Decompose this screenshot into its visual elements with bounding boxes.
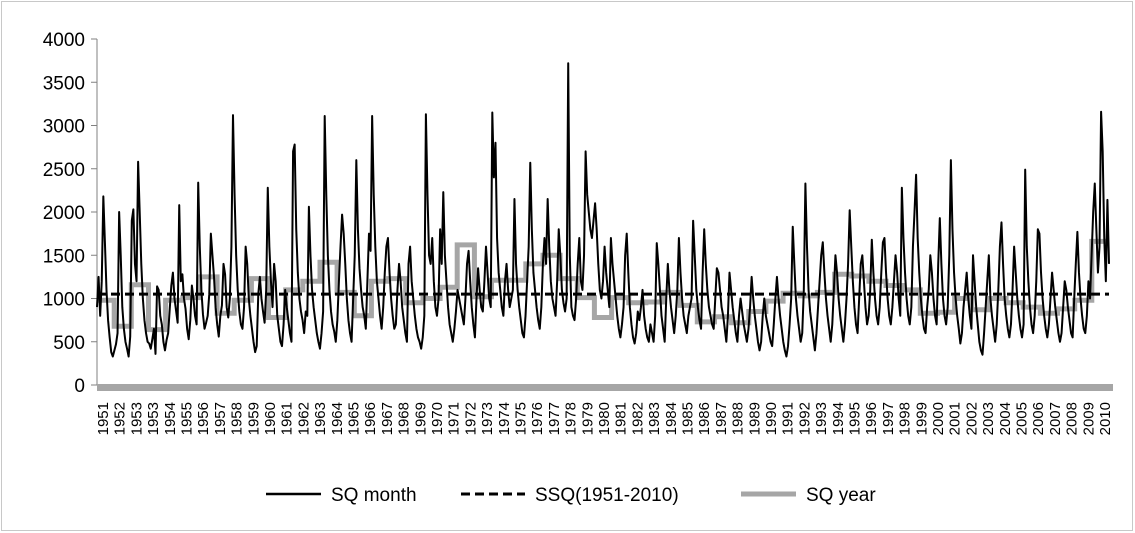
x-tick-label: 2007: [1047, 402, 1064, 435]
x-axis: 1951 1952 1953 1953 1954 1955 1956 1957 1958 1959…: [95, 384, 1114, 435]
y-tick-label: 1000: [43, 290, 85, 311]
x-tick-label: 1971: [446, 402, 463, 435]
x-tick-label: 1996: [863, 402, 880, 435]
plot-area: [96, 62, 1110, 358]
y-tick-label: 2000: [43, 203, 85, 224]
y-tick-label: 1500: [43, 246, 85, 267]
legend: SQ month SSQ(1951-2010) SQ year: [266, 485, 876, 506]
y-tick-label: 0: [74, 376, 85, 397]
x-tick-label: 1995: [847, 402, 864, 435]
x-tick-label: 1986: [696, 402, 713, 435]
x-tick-label: 1981: [613, 402, 630, 435]
y-tick-label: 2500: [43, 160, 85, 181]
x-tick-label: 1958: [229, 402, 246, 435]
x-tick-label: 1989: [746, 402, 763, 435]
x-axis-line: [97, 384, 1113, 391]
x-tick-label: 1990: [763, 402, 780, 435]
x-tick-label: 1984: [663, 402, 680, 435]
x-tick-label: 1964: [329, 402, 346, 435]
x-tick-label: 1953: [145, 402, 162, 435]
y-tick-label: 3000: [43, 117, 85, 138]
x-tick-label: 1997: [880, 402, 897, 435]
x-tick-label: 1965: [346, 402, 363, 435]
x-tick-label: 2001: [947, 402, 964, 435]
series-sq-month-line: [96, 62, 1110, 358]
x-tick-label: 2006: [1030, 402, 1047, 435]
x-tick-label: 1987: [713, 402, 730, 435]
x-tick-label: 2003: [980, 402, 997, 435]
x-tick-label: 1983: [646, 402, 663, 435]
y-tick-label: 4000: [43, 30, 85, 51]
y-tick-label: 500: [53, 333, 85, 354]
x-tick-label: 1979: [579, 402, 596, 435]
x-tick-label: 1952: [112, 402, 129, 435]
x-tick-label: 1963: [312, 402, 329, 435]
x-tick-label: 1991: [780, 402, 797, 435]
x-tick-label: 1992: [796, 402, 813, 435]
y-tick-label: 3500: [43, 73, 85, 94]
x-tick-label: 2000: [930, 402, 947, 435]
x-tick-label: 1976: [529, 402, 546, 435]
x-tick-label: 2004: [997, 402, 1014, 435]
x-tick-label: 1972: [462, 402, 479, 435]
x-tick-label: 1953: [128, 402, 145, 435]
x-tick-label: 1980: [596, 402, 613, 435]
x-tick-label: 1969: [412, 402, 429, 435]
x-tick-label: 1985: [680, 402, 697, 435]
x-tick-label: 1993: [813, 402, 830, 435]
x-tick-label: 1967: [379, 402, 396, 435]
x-tick-label: 1999: [913, 402, 930, 435]
x-tick-label: 1961: [279, 402, 296, 435]
x-tick-label: 1998: [897, 402, 914, 435]
x-tick-label: 1970: [429, 402, 446, 435]
x-tick-label: 1982: [629, 402, 646, 435]
x-tick-label: 2010: [1097, 402, 1114, 435]
y-axis: 0 500 1000 1500 2000 2500 3000 3500 4000: [43, 30, 98, 397]
x-tick-label: 1955: [179, 402, 196, 435]
x-tick-label: 1957: [212, 402, 229, 435]
x-tick-label: 1960: [262, 402, 279, 435]
x-tick-label: 2009: [1080, 402, 1097, 435]
x-tick-label: 1973: [479, 402, 496, 435]
legend-ssq-label: SSQ(1951-2010): [535, 485, 679, 506]
x-tick-label: 2008: [1064, 402, 1081, 435]
x-tick-label: 1978: [563, 402, 580, 435]
x-tick-label: 1968: [396, 402, 413, 435]
x-tick-label: 1959: [245, 402, 262, 435]
legend-sq-month-label: SQ month: [331, 485, 417, 506]
x-tick-label: 2005: [1014, 402, 1031, 435]
x-tick-label: 1977: [546, 402, 563, 435]
x-tick-label: 1962: [295, 402, 312, 435]
x-tick-label: 1956: [195, 402, 212, 435]
legend-sq-year-label: SQ year: [806, 485, 876, 506]
x-tick-label: 2002: [963, 402, 980, 435]
x-tick-label: 1966: [362, 402, 379, 435]
x-tick-label: 1951: [95, 402, 112, 435]
x-tick-label: 1994: [830, 402, 847, 435]
x-tick-label: 1975: [513, 402, 530, 435]
x-tick-label: 1974: [496, 402, 513, 435]
x-tick-label: 1954: [162, 402, 179, 435]
x-tick-label: 1988: [730, 402, 747, 435]
